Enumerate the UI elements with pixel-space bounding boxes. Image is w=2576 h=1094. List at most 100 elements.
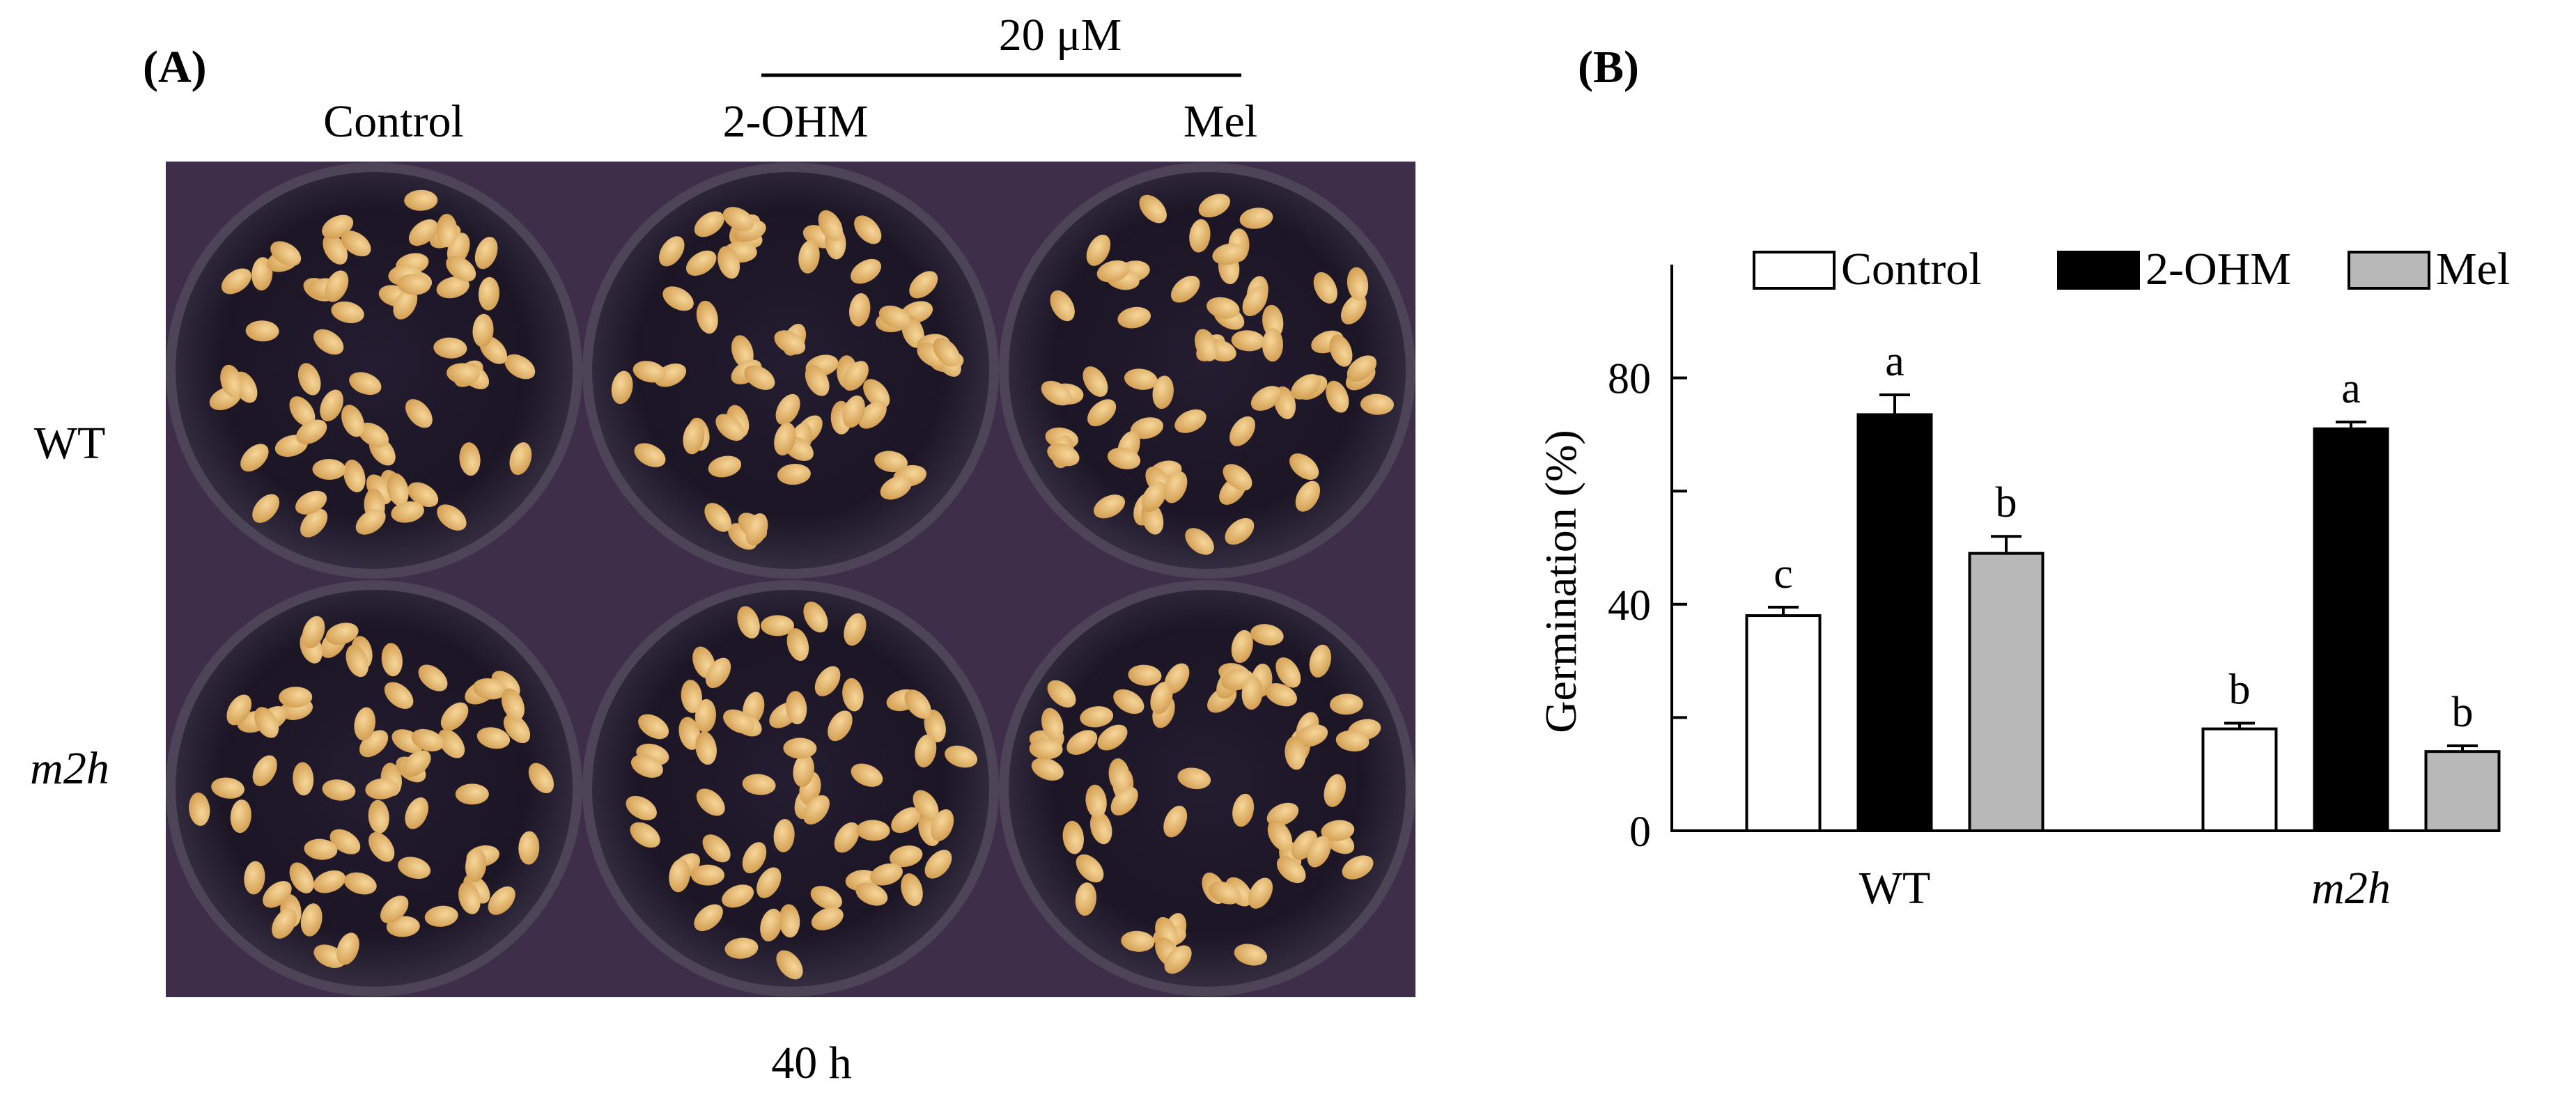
seed xyxy=(1262,304,1284,338)
seed xyxy=(343,459,366,493)
bar xyxy=(2201,727,2278,833)
seeds xyxy=(209,189,536,538)
seed xyxy=(638,714,669,740)
seed xyxy=(723,709,754,734)
seed xyxy=(405,399,433,428)
seed xyxy=(440,702,469,731)
seed xyxy=(1163,471,1188,503)
seed xyxy=(1267,820,1293,851)
legend-swatch xyxy=(1753,251,1836,290)
seed xyxy=(786,628,809,662)
seed xyxy=(774,330,806,355)
seed xyxy=(851,763,883,787)
row-label-m2h: m2h xyxy=(30,743,109,794)
seed xyxy=(1275,657,1301,688)
seed xyxy=(851,258,881,284)
seed xyxy=(1309,644,1331,678)
seed xyxy=(915,734,937,768)
seed xyxy=(279,687,313,708)
seed xyxy=(1164,945,1192,974)
column-label-control: Control xyxy=(323,96,464,147)
seed xyxy=(1062,820,1084,854)
seed xyxy=(1041,380,1072,406)
seed xyxy=(418,664,448,691)
seed xyxy=(810,886,842,910)
seed xyxy=(798,240,820,274)
seed xyxy=(320,389,343,422)
seed xyxy=(387,473,409,506)
seed xyxy=(855,882,888,906)
seed xyxy=(678,717,701,750)
seed xyxy=(773,819,795,852)
seed xyxy=(1241,676,1263,710)
seed xyxy=(411,728,444,752)
seed xyxy=(779,904,800,938)
seed xyxy=(381,643,403,677)
seed xyxy=(662,286,694,311)
seed xyxy=(856,820,890,841)
bar xyxy=(2313,427,2389,832)
seed xyxy=(630,822,660,848)
seed xyxy=(240,444,269,472)
seed xyxy=(891,807,922,834)
seed xyxy=(343,872,377,895)
bar xyxy=(2424,750,2501,833)
seed xyxy=(724,937,759,959)
seed xyxy=(722,207,754,231)
seed xyxy=(685,250,717,276)
dish xyxy=(1009,590,1406,987)
dish-photo xyxy=(999,579,1415,997)
seed xyxy=(1170,276,1200,303)
seed xyxy=(1087,399,1117,427)
seed xyxy=(630,754,663,778)
seed xyxy=(933,338,961,367)
seed-photo-grid xyxy=(166,162,1415,997)
seed xyxy=(1031,758,1064,781)
seed xyxy=(870,863,903,886)
seed xyxy=(777,464,811,485)
seed xyxy=(776,950,803,980)
y-tick-label: 40 xyxy=(1608,582,1651,630)
seed xyxy=(854,215,882,244)
seed xyxy=(695,731,717,765)
seed xyxy=(811,907,844,930)
seed xyxy=(1324,774,1347,807)
seed xyxy=(803,601,828,633)
seed xyxy=(904,689,931,719)
seeds xyxy=(626,601,978,980)
seed xyxy=(488,886,515,915)
seed xyxy=(742,774,776,795)
seed xyxy=(1141,481,1167,513)
seed xyxy=(1185,528,1214,555)
seed xyxy=(1223,464,1252,491)
seed xyxy=(1198,194,1230,218)
seed xyxy=(289,862,314,893)
seeds xyxy=(189,616,554,969)
seed xyxy=(404,189,438,211)
seed xyxy=(384,682,414,709)
seed xyxy=(1289,453,1319,480)
seed xyxy=(380,896,409,923)
seed xyxy=(863,379,890,409)
seed xyxy=(1234,944,1268,966)
seed xyxy=(1083,366,1108,397)
seed xyxy=(1089,811,1112,845)
seed xyxy=(465,848,487,882)
seed xyxy=(745,513,768,546)
seed xyxy=(1174,409,1206,433)
legend-label: Control xyxy=(1841,244,1982,295)
seed xyxy=(805,365,830,396)
seed xyxy=(405,797,429,829)
seed xyxy=(528,763,554,794)
seed xyxy=(355,508,386,535)
seed xyxy=(858,401,887,429)
seed xyxy=(1262,328,1284,362)
seeds xyxy=(611,207,964,550)
seed xyxy=(1231,630,1253,664)
seed xyxy=(1047,680,1076,708)
y-tick-label: 80 xyxy=(1608,356,1651,403)
seed xyxy=(1050,290,1075,322)
seed xyxy=(818,210,843,242)
seed xyxy=(296,419,327,444)
